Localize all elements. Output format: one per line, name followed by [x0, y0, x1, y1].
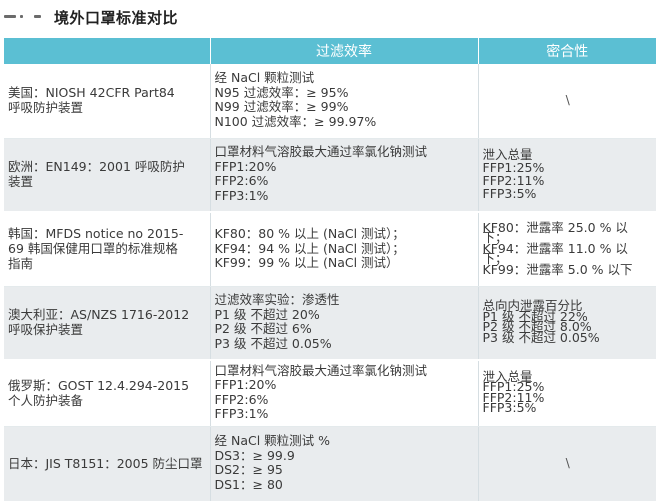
filtration-line: 过滤效率实验：渗透性 [214, 292, 340, 308]
fit-line: 泄入总量 [482, 147, 533, 163]
region-line: 呼吸防护装置 [8, 100, 84, 116]
mask-standards-table: 过滤效率 密合性 美国：NIOSH 42CFR Part84 呼吸防护装置经 Na… [4, 38, 656, 503]
filtration-line: KF99：99 % 以上 (NaCl 测试） [214, 255, 399, 270]
header-filtration: 过滤效率 [210, 38, 479, 64]
filtration-line: P1 级 不超过 20% [214, 306, 320, 322]
filtration-line: DS3：≥ 99.9 [214, 447, 295, 463]
region-line: 俄罗斯：GOST 12.4.294-2015 [8, 377, 190, 393]
fit-cell: KF80：泄露率 25.0 % 以下； KF94：泄露率 11.0 % 以下； KF… [478, 212, 656, 287]
fit-line: 下； [482, 251, 508, 266]
empty-marker: \ [565, 92, 570, 107]
table-row: 美国：NIOSH 42CFR Part84 呼吸防护装置经 NaCl 颗粒测试 N9… [4, 64, 656, 139]
filtration-cell: KF80：80 % 以上 (NaCl 测试）； KF94：94 % 以上 (NaC… [210, 212, 479, 287]
filtration-line: FFP2:6% [214, 173, 269, 189]
decorative-dash [4, 15, 16, 18]
filtration-line: N99 过滤效率：≥ 99% [214, 99, 349, 115]
filtration-line: N100 过滤效率：≥ 99.97% [214, 113, 377, 129]
region-line: 澳大利亚：AS/NZS 1716-2012 [8, 307, 190, 323]
region-line: 韩国：MFDS notice no 2015- [8, 226, 184, 242]
filtration-line: KF94：94 % 以上 (NaCl 测试）； [214, 240, 405, 256]
region-line: 装置 [8, 174, 34, 190]
filtration-cell: 口罩材料气溶胶最大通过率氯化钠测试 FFP1:20% FFP2:6% FFP3:1% [210, 360, 479, 427]
filtration-line: 经 NaCl 颗粒测试 [214, 70, 315, 86]
header-fit: 密合性 [478, 38, 656, 64]
table-row: 韩国：MFDS notice no 2015- 69 韩国保健用口罩的标准规格 指南… [4, 212, 656, 287]
filtration-line: FFP1:20% [214, 158, 277, 174]
filtration-line: FFP1:20% [214, 377, 277, 393]
filtration-cell: 经 NaCl 颗粒测试 N95 过滤效率：≥ 95% N99 过滤效率：≥ 99% N… [210, 64, 479, 139]
fit-line: KF94：泄露率 11.0 % 以 [482, 240, 628, 256]
fit-line: FFP1:25% [482, 379, 545, 395]
filtration-line: 经 NaCl 颗粒测试 % [214, 433, 331, 449]
region-cell: 日本：JIS T8151：2005 防尘口罩 [4, 426, 211, 503]
filtration-cell: 口罩材料气溶胶最大通过率氯化钠测试 FFP1:20% FFP2:6% FFP3:1% [210, 138, 479, 213]
decorative-dash [34, 15, 41, 18]
fit-line: P2 级 不超过 8.0% [482, 319, 592, 335]
filtration-line: 口罩材料气溶胶最大通过率氯化钠测试 [214, 144, 428, 160]
header-region [4, 38, 211, 64]
filtration-cell: 过滤效率实验：渗透性 P1 级 不超过 20% P2 级 不超过 6% P3 级 不超… [210, 286, 479, 361]
filtration-line: FFP3:1% [214, 406, 269, 422]
fit-line: 总向内泄露百分比 [482, 298, 583, 314]
fit-cell: 泄入总量 FFP1:25% FFP2:11% FFP3:5% [478, 360, 656, 427]
fit-line: 下； [482, 230, 508, 245]
table-row: 日本：JIS T8151：2005 防尘口罩经 NaCl 颗粒测试 % DS3：≥… [4, 426, 656, 503]
empty-marker: \ [565, 455, 570, 470]
region-cell: 韩国：MFDS notice no 2015- 69 韩国保健用口罩的标准规格 指南 [4, 212, 211, 287]
page-title: 境外口罩标准对比 [54, 9, 179, 27]
filtration-line: 口罩材料气溶胶最大通过率氯化钠测试 [214, 362, 428, 378]
fit-line: 泄入总量 [482, 368, 533, 384]
filtration-line: DS2：≥ 95 [214, 462, 283, 478]
fit-cell: 泄入总量 FFP1:25% FFP2:11% FFP3:5% [478, 138, 656, 213]
fit-line: FFP2:11% [482, 389, 545, 405]
filtration-line: FFP3:1% [214, 187, 269, 203]
title-bar: 境外口罩标准对比 [0, 0, 659, 36]
fit-line: KF99：泄露率 5.0 % 以下 [482, 261, 633, 277]
fit-line: P1 级 不超过 22% [482, 308, 588, 324]
region-line: 呼吸保护装置 [8, 322, 84, 338]
fit-line: FFP1:25% [482, 160, 545, 176]
filtration-line: N95 过滤效率：≥ 95% [214, 84, 349, 100]
fit-line: P3 级 不超过 0.05% [482, 329, 600, 345]
region-line: 69 韩国保健用口罩的标准规格 [8, 241, 178, 257]
region-line: 日本：JIS T8151：2005 防尘口罩 [8, 455, 203, 471]
table-row: 欧洲：EN149：2001 呼吸防护 装置 口罩材料气溶胶最大通过率氯化钠测试 FFP… [4, 138, 656, 213]
region-line: 指南 [8, 256, 34, 272]
filtration-line: FFP2:6% [214, 391, 269, 407]
filtration-line: KF80：80 % 以上 (NaCl 测试）； [214, 226, 405, 241]
fit-line: KF80：泄露率 25.0 % 以 [482, 219, 628, 235]
fit-cell: \ [478, 64, 656, 139]
fit-line: FFP2:11% [482, 173, 545, 189]
table-row: 澳大利亚：AS/NZS 1716-2012 呼吸保护装置 过滤效率实验：渗透性 P1 … [4, 286, 656, 361]
filtration-line: P3 级 不超过 0.05% [214, 335, 332, 351]
region-cell: 美国：NIOSH 42CFR Part84 呼吸防护装置 [4, 64, 211, 139]
fit-cell: 总向内泄露百分比 P1 级 不超过 22% P2 级 不超过 8.0% P3 级 不超… [478, 286, 656, 361]
region-cell: 澳大利亚：AS/NZS 1716-2012 呼吸保护装置 [4, 286, 211, 361]
table-header-row: 过滤效率 密合性 [4, 38, 656, 64]
region-line: 美国：NIOSH 42CFR Part84 [8, 85, 175, 101]
fit-cell: \ [478, 426, 656, 503]
region-line: 欧洲：EN149：2001 呼吸防护 [8, 159, 185, 175]
region-cell: 欧洲：EN149：2001 呼吸防护 装置 [4, 138, 211, 213]
region-cell: 俄罗斯：GOST 12.4.294-2015 个人防护装备 [4, 360, 211, 427]
filtration-line: DS1：≥ 80 [214, 476, 283, 492]
filtration-line: P2 级 不超过 6% [214, 321, 312, 337]
region-line: 个人防护装备 [8, 392, 84, 408]
table-row: 俄罗斯：GOST 12.4.294-2015 个人防护装备 口罩材料气溶胶最大通过率… [4, 360, 656, 427]
filtration-cell: 经 NaCl 颗粒测试 % DS3：≥ 99.9 DS2：≥ 95 DS1：≥ 80 [210, 426, 479, 503]
fit-line: FFP3:5% [482, 400, 537, 416]
fit-line: FFP3:5% [482, 186, 537, 202]
decorative-dot [20, 15, 23, 18]
